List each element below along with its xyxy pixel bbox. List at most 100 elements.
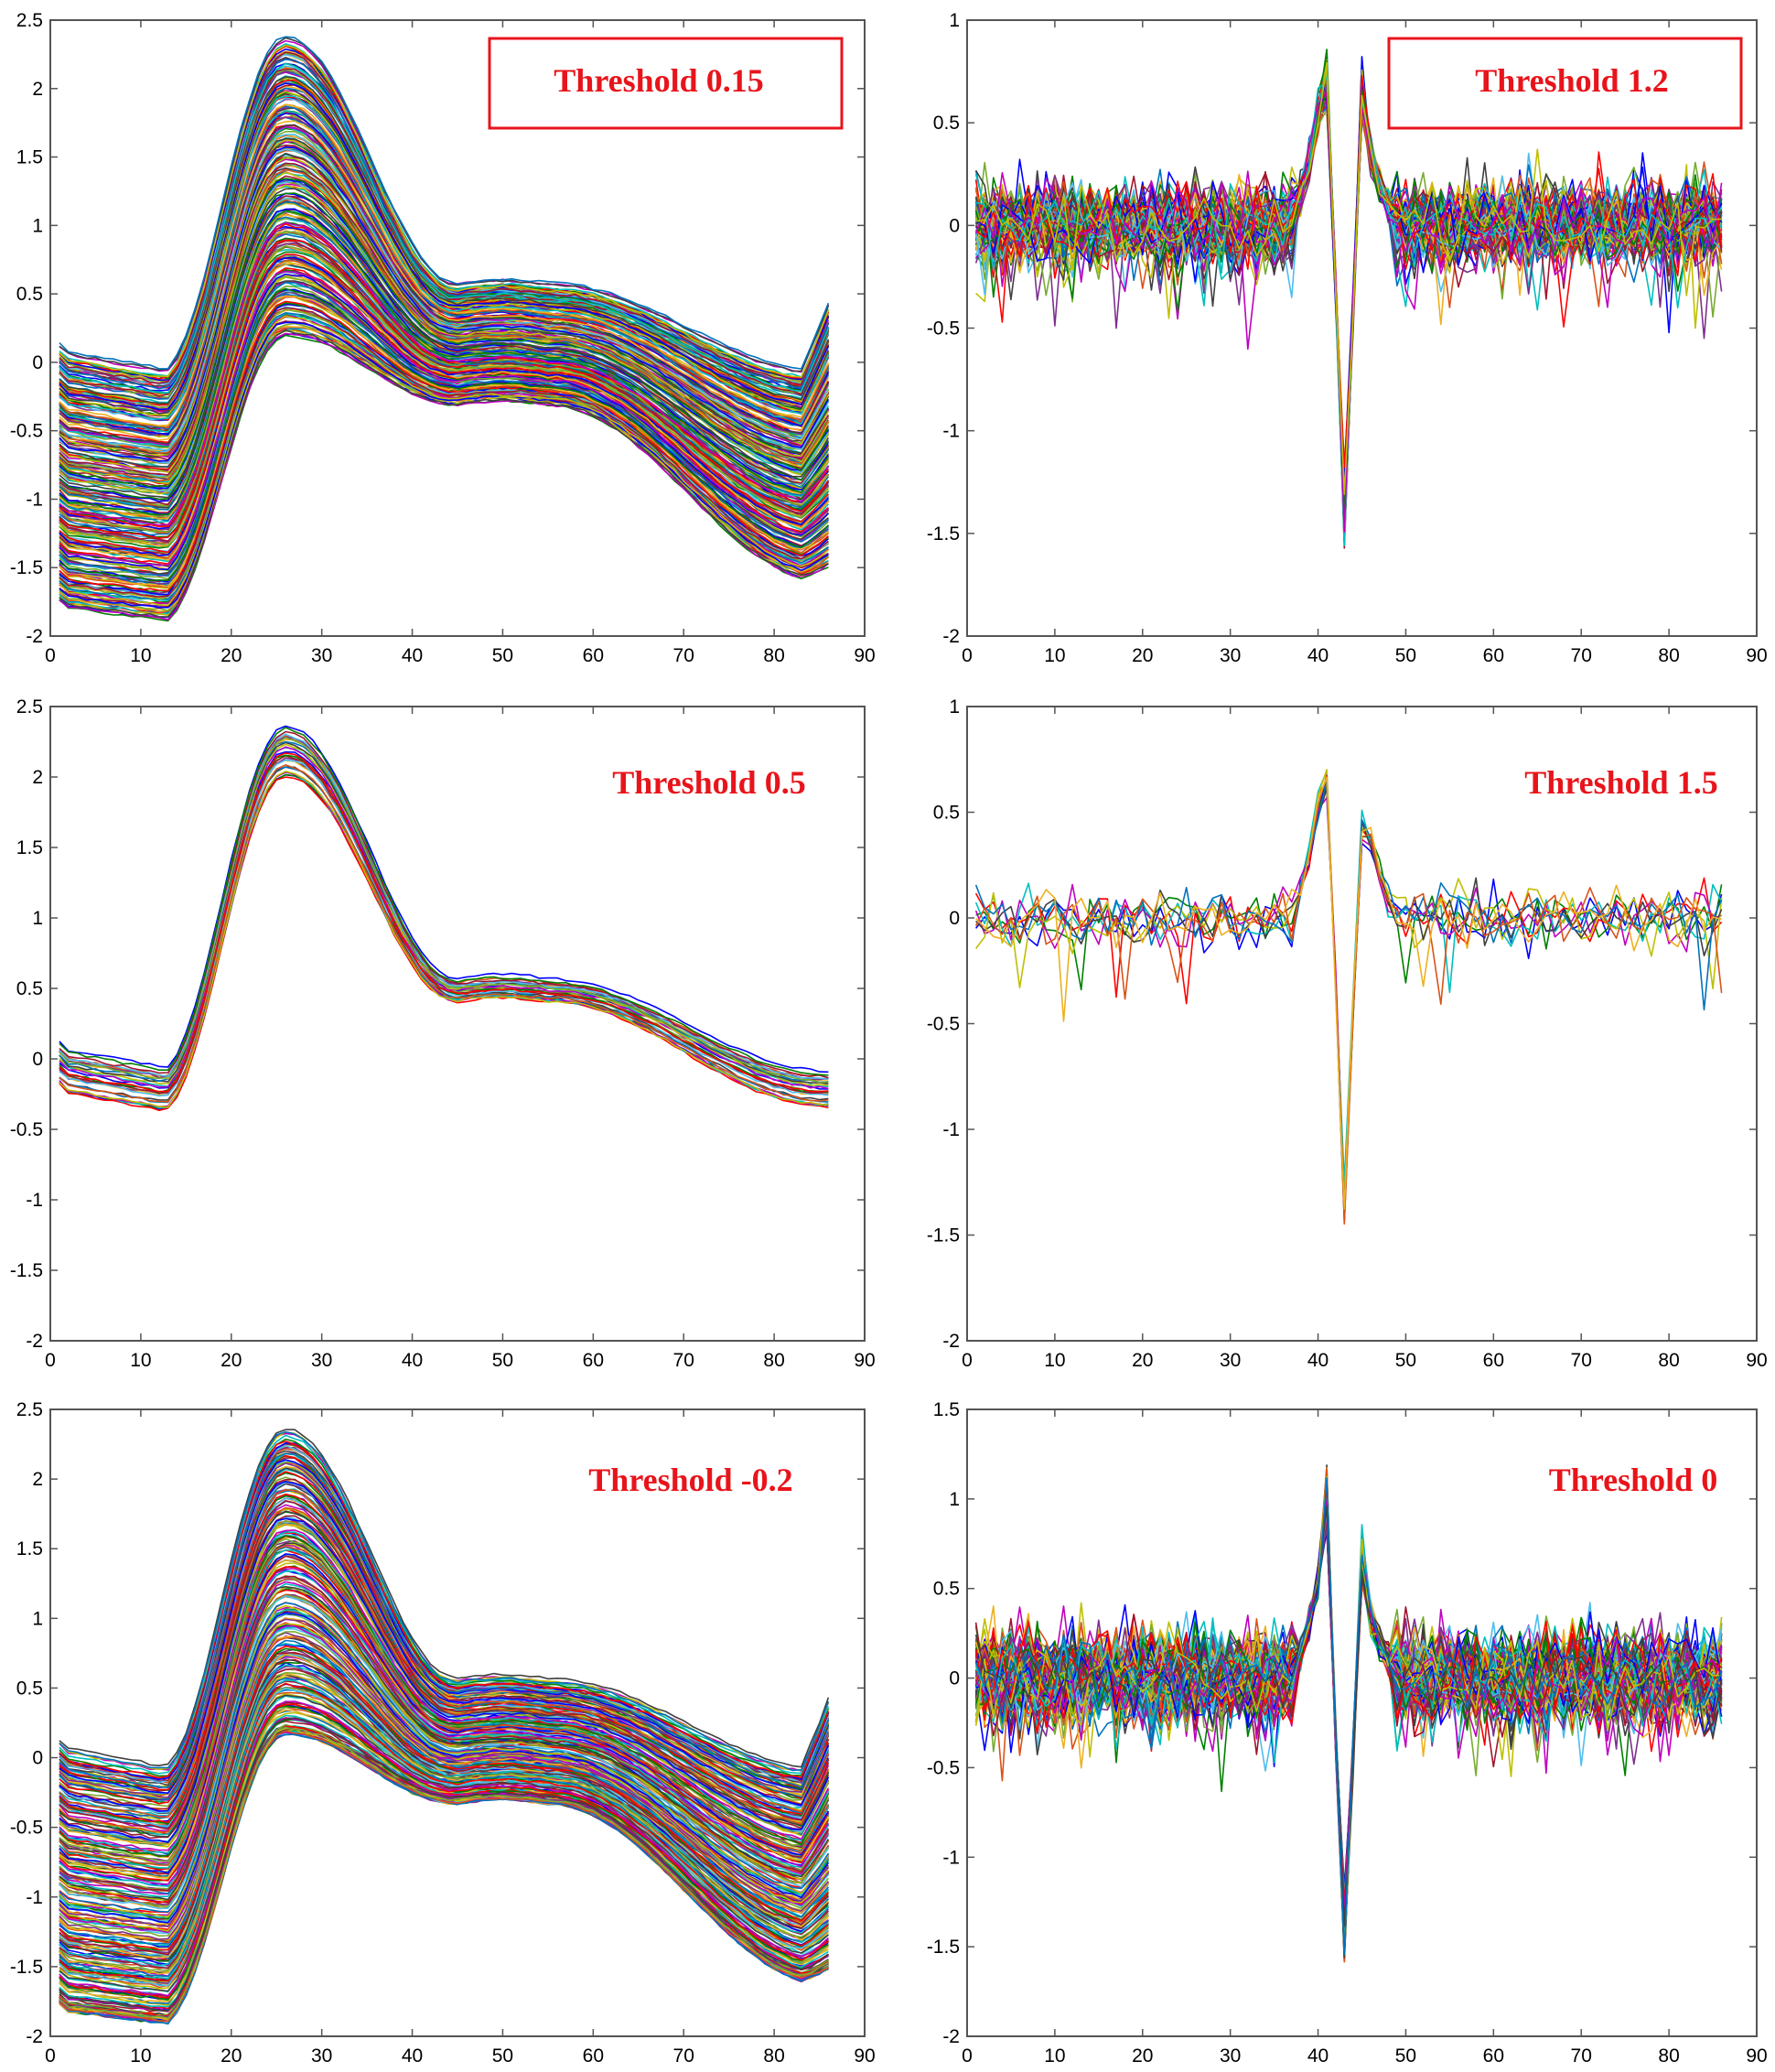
- y-tick-label: -2: [942, 1331, 960, 1352]
- threshold-label: Threshold 1.2: [1475, 62, 1668, 99]
- y-tick-label: 0: [32, 1049, 43, 1070]
- y-tick-label: -1: [942, 1119, 960, 1140]
- x-tick-label: 40: [1307, 645, 1329, 666]
- y-tick-label: 2.5: [16, 1399, 43, 1420]
- x-tick-label: 80: [763, 2045, 784, 2067]
- y-tick-label: 0.5: [16, 978, 43, 999]
- y-tick-label: 0: [949, 908, 960, 929]
- trace-line: [59, 763, 829, 1103]
- trace-line: [59, 1553, 830, 1874]
- y-tick-label: 1.5: [16, 147, 43, 168]
- x-tick-label: 50: [492, 2045, 513, 2067]
- trace-line: [59, 1694, 829, 1992]
- x-tick-label: 10: [1044, 645, 1065, 666]
- trace-line: [59, 76, 830, 405]
- y-tick-label: 1: [949, 696, 960, 718]
- x-tick-label: 70: [673, 2045, 694, 2067]
- trace-line: [59, 1717, 829, 2012]
- trace-line: [59, 1506, 830, 1833]
- trace-line: [59, 263, 829, 561]
- y-tick-label: -1.5: [927, 1937, 960, 1958]
- trace-line: [59, 146, 830, 462]
- x-tick-label: 90: [1746, 2045, 1767, 2067]
- trace-group: [59, 36, 830, 622]
- threshold-label: Threshold 0.5: [612, 764, 805, 801]
- trace-line: [59, 1672, 829, 1971]
- x-tick-label: 50: [492, 645, 513, 666]
- x-tick-label: 90: [854, 2045, 875, 2067]
- y-tick-label: 0.5: [933, 803, 960, 824]
- x-tick-label: 40: [1307, 1350, 1329, 1371]
- x-tick-label: 20: [1132, 1350, 1153, 1371]
- x-tick-label: 70: [1571, 2045, 1592, 2067]
- trace-line: [59, 1623, 830, 1932]
- chart-panel-3: 0 10 20 30 40 50 60 70 80 90 2.5 2 1.5 1 0.5 0 -0.5 -1 -1.…: [10, 696, 876, 1371]
- y-tick-label: 0.5: [933, 113, 960, 134]
- trace-line: [59, 725, 829, 1074]
- y-tick-label: -2: [942, 626, 960, 647]
- trace-line: [59, 1700, 829, 1997]
- x-tick-label: 70: [673, 645, 694, 666]
- y-tick-label: -1: [942, 421, 960, 442]
- y-tick-label: -2: [26, 626, 43, 647]
- trace-line: [59, 254, 829, 554]
- x-tick-label: 0: [45, 1350, 56, 1371]
- chart-panel-4: 0 10 20 30 40 50 60 70 80 90 1 0.5 0 -0.5 -1 -1.5 -2 Thre…: [927, 696, 1768, 1371]
- x-tick-label: 20: [1132, 645, 1153, 666]
- trace-line: [59, 120, 830, 441]
- x-tick-label: 80: [763, 645, 784, 666]
- x-tick-label: 0: [962, 1350, 973, 1371]
- trace-line: [59, 221, 830, 526]
- trace-line: [59, 332, 829, 621]
- y-tick-label: -2: [942, 2026, 960, 2047]
- trace-line: [59, 1538, 830, 1862]
- x-tick-label: 30: [1220, 645, 1241, 666]
- trace-line: [59, 1529, 830, 1851]
- x-tick-label: 40: [402, 2045, 423, 2067]
- x-tick-label: 30: [1220, 2045, 1241, 2067]
- y-tick-label: 1: [949, 1489, 960, 1510]
- x-tick-label: 10: [130, 1350, 151, 1371]
- threshold-box: [488, 37, 844, 130]
- trace-line: [59, 1632, 830, 1940]
- x-tick-label: 50: [1395, 2045, 1416, 2067]
- y-tick-label: 1.5: [16, 837, 43, 858]
- y-tick-label: -1.5: [10, 1957, 43, 1978]
- x-tick-label: 90: [854, 1350, 875, 1371]
- y-tick-label: -1.5: [927, 523, 960, 545]
- trace-line: [59, 201, 830, 511]
- trace-line: [59, 1441, 830, 1779]
- trace-group: [974, 49, 1723, 549]
- x-tick-label: 40: [1307, 2045, 1329, 2067]
- trace-line: [59, 210, 830, 516]
- chart-panel-6: 0 10 20 30 40 50 60 70 80 90 1.5 1 0.5 0 -0.5 -1 -1.5 -2 T…: [927, 1399, 1768, 2067]
- y-tick-label: -1.5: [927, 1225, 960, 1246]
- trace-line: [59, 1612, 830, 1924]
- trace-line: [59, 95, 830, 420]
- y-tick-label: 1: [32, 215, 43, 236]
- trace-line: [59, 295, 829, 588]
- trace-line: [59, 1688, 829, 1987]
- trace-line: [59, 733, 829, 1081]
- trace-line: [59, 307, 829, 598]
- trace-group: [974, 769, 1723, 1225]
- y-tick-label: 0: [32, 1748, 43, 1769]
- chart-panel-5: 0 10 20 30 40 50 60 70 80 90 2.5 2 1.5 1 0.5 0 -0.5 -1 -1.…: [10, 1399, 876, 2067]
- trace-line: [59, 1452, 830, 1788]
- chart-panel-2: 0 10 20 30 40 50 60 70 80 90 1 0.5 0 -0.5 -1 -1.5 -2 Thre…: [927, 10, 1768, 666]
- y-tick-label: -1.5: [10, 1260, 43, 1281]
- trace-line: [59, 134, 830, 451]
- x-tick-label: 60: [583, 645, 604, 666]
- x-tick-label: 80: [1658, 645, 1679, 666]
- trace-line: [59, 245, 830, 546]
- x-tick-label: 10: [130, 645, 151, 666]
- y-tick-label: -0.5: [927, 1014, 960, 1035]
- plot-area: [49, 706, 866, 1342]
- threshold-label: Threshold 1.5: [1524, 764, 1717, 801]
- trace-group: [59, 1429, 830, 2025]
- trace-group: [974, 1464, 1723, 1963]
- x-tick-label: 40: [402, 1350, 423, 1371]
- trace-line: [59, 82, 830, 411]
- y-tick-label: 1.5: [933, 1399, 960, 1420]
- trace-line: [59, 1602, 830, 1913]
